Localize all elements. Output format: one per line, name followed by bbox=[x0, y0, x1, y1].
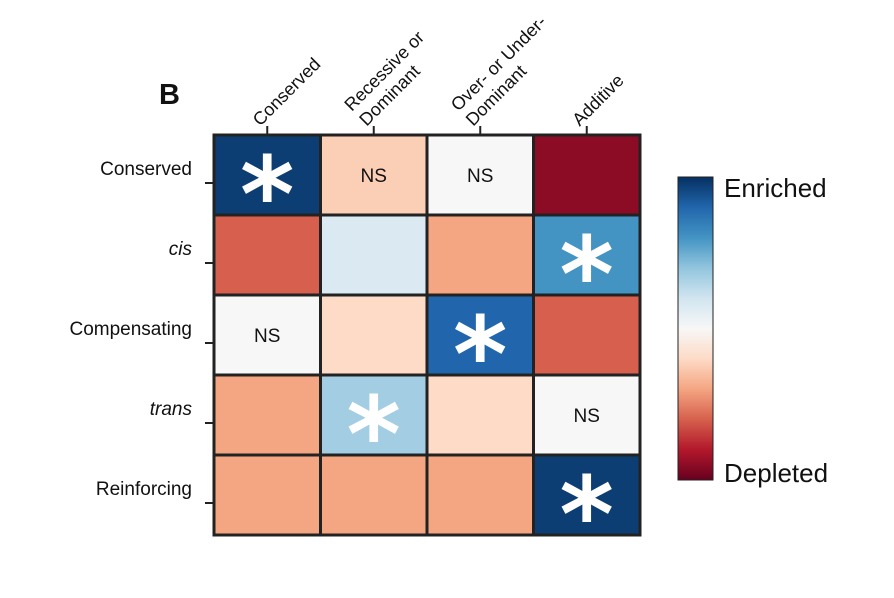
legend-label-enriched: Enriched bbox=[724, 173, 827, 203]
heatmap-cell bbox=[425, 453, 535, 537]
heatmap-cell bbox=[425, 293, 535, 377]
ns-annotation: NS bbox=[574, 406, 600, 427]
ns-annotation: NS bbox=[254, 326, 280, 347]
row-label: trans bbox=[150, 399, 193, 420]
column-label-line: Additive bbox=[568, 70, 627, 129]
ns-annotation: NS bbox=[361, 166, 387, 187]
heatmap-cell bbox=[212, 133, 322, 217]
column-label-line: Conserved bbox=[249, 54, 325, 130]
legend-label-depleted: Depleted bbox=[724, 458, 828, 488]
heatmap-cell bbox=[319, 133, 429, 217]
heatmap-cell bbox=[319, 293, 429, 377]
column-label: Conserved bbox=[249, 54, 325, 130]
heatmap-cell bbox=[425, 373, 535, 457]
row-label: Conserved bbox=[100, 159, 192, 180]
colorbar bbox=[677, 176, 714, 481]
heatmap-cell bbox=[425, 213, 535, 297]
row-labels: Conserved cis Compensating trans Reinforcing bbox=[69, 159, 213, 504]
heatmap-cells: * NS NS*NS ** NS* bbox=[212, 133, 642, 576]
heatmap-cell bbox=[212, 213, 322, 297]
heatmap-cell bbox=[532, 293, 642, 377]
heatmap-cell bbox=[212, 373, 322, 457]
heatmap-cell bbox=[532, 453, 642, 537]
heatmap-cell bbox=[532, 133, 642, 217]
heatmap-cell bbox=[425, 133, 535, 217]
heatmap-cell bbox=[319, 453, 429, 537]
heatmap-cell bbox=[319, 373, 429, 457]
row-label: Compensating bbox=[69, 319, 192, 340]
row-label: cis bbox=[169, 239, 193, 260]
ns-annotation: NS bbox=[467, 166, 493, 187]
row-label: Reinforcing bbox=[96, 479, 192, 500]
heatmap-cell bbox=[319, 213, 429, 297]
column-label: Additive bbox=[568, 70, 627, 129]
heatmap-cell bbox=[212, 453, 322, 537]
panel-label: B bbox=[159, 79, 180, 111]
heatmap-cell bbox=[212, 293, 322, 377]
significance-asterisk: * bbox=[560, 454, 614, 576]
column-label: Over- or Under-Dominant bbox=[447, 12, 550, 130]
